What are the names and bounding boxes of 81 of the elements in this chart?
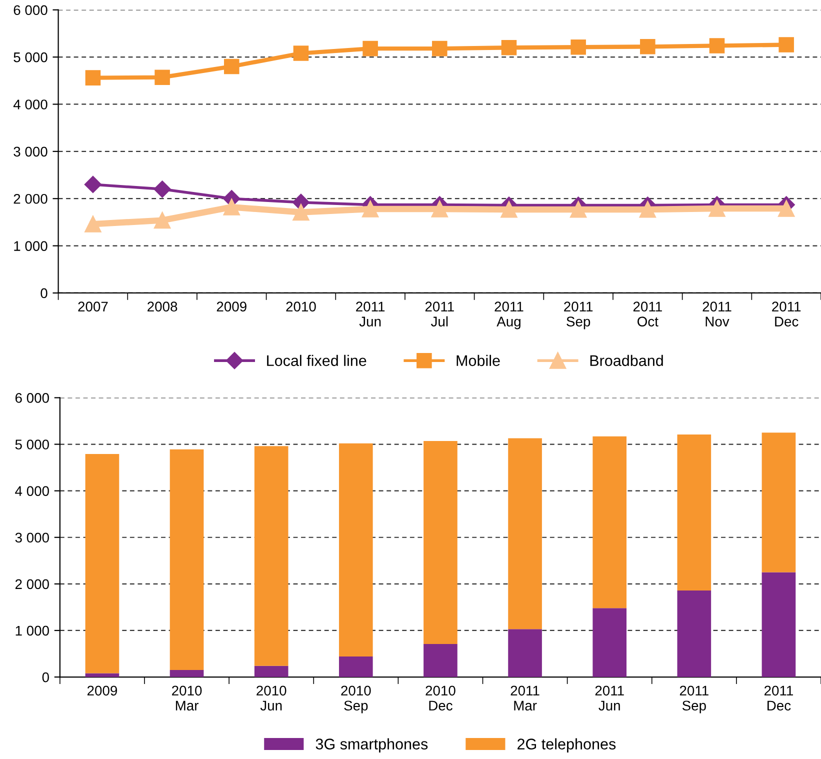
bar xyxy=(592,608,627,678)
y-tick-label: 4 000 xyxy=(15,486,49,496)
y-tick-label: 0 xyxy=(40,288,48,298)
x-tick-label: 2011 Mar xyxy=(510,686,540,711)
y-tick-label: 1 000 xyxy=(16,626,49,636)
point xyxy=(431,200,448,218)
bar xyxy=(170,449,204,670)
bar xyxy=(254,666,288,678)
point xyxy=(708,200,726,217)
y-tick-label: 5 000 xyxy=(15,440,49,450)
bar xyxy=(338,443,373,657)
bar xyxy=(508,629,542,678)
bar xyxy=(677,590,712,678)
point xyxy=(224,58,240,74)
point xyxy=(570,40,586,55)
point xyxy=(154,70,170,85)
point xyxy=(362,40,378,56)
x-tick-label: 2011 Jun xyxy=(356,302,385,326)
x-tick-label: 2010 Sep xyxy=(341,686,371,714)
point xyxy=(84,216,102,232)
y-tick-label: 2 000 xyxy=(14,194,48,204)
point xyxy=(500,201,518,218)
point xyxy=(501,40,517,56)
bar xyxy=(677,434,712,590)
bar xyxy=(762,432,796,572)
x-tick-label: 2008 xyxy=(148,302,178,312)
point xyxy=(362,200,379,218)
y-tick-label: 3 000 xyxy=(14,146,48,157)
bar xyxy=(508,438,542,630)
bar xyxy=(85,454,120,674)
legend-label: 3G smartphones xyxy=(316,738,428,753)
y-tick-label: 1 000 xyxy=(14,241,48,251)
y-tick-label: 0 xyxy=(42,672,49,682)
y-tick-label: 3 000 xyxy=(15,532,49,543)
y-tick-label: 6 000 xyxy=(15,393,49,403)
x-tick-label: 2011 Jun xyxy=(595,686,624,711)
bar xyxy=(170,670,204,678)
point xyxy=(432,40,448,56)
x-tick-label: 2011 Dec xyxy=(764,686,793,711)
x-tick-label: 2011 Sep xyxy=(564,302,593,330)
y-tick-label: 4 000 xyxy=(13,100,48,110)
x-tick-label: 2009 xyxy=(216,302,246,312)
y-tick-label: 5 000 xyxy=(14,52,48,62)
y-tick-label: 6 000 xyxy=(14,5,48,16)
bar xyxy=(254,446,288,666)
x-tick-label: 2011 Sep xyxy=(680,686,708,714)
x-tick-label: 2010 Mar xyxy=(172,686,202,711)
x-tick-label: 2010 Jun xyxy=(256,686,286,711)
point xyxy=(292,204,310,221)
point xyxy=(154,180,171,198)
legend-label: Broadband xyxy=(590,354,663,366)
bar xyxy=(424,644,458,678)
legend-label: Mobile xyxy=(456,354,500,366)
x-tick-label: 2011 Oct xyxy=(633,302,662,326)
point xyxy=(778,37,794,52)
bar xyxy=(85,673,120,678)
bar xyxy=(424,441,458,644)
bar xyxy=(762,572,796,678)
x-tick-label: 2011 Nov xyxy=(702,302,732,326)
point xyxy=(570,201,587,218)
point xyxy=(709,38,725,54)
bar xyxy=(338,656,373,678)
x-tick-label: 2011 Aug xyxy=(494,302,524,330)
point xyxy=(223,198,240,216)
point xyxy=(154,212,171,229)
x-tick-label: 2010 Dec xyxy=(426,686,456,711)
x-tick-label: 2007 xyxy=(78,302,108,312)
point xyxy=(85,70,101,86)
x-tick-label: 2011 Jul xyxy=(425,302,454,326)
point xyxy=(639,201,656,218)
x-tick-label: 2009 xyxy=(87,686,118,696)
legend-label: 2G telephones xyxy=(518,738,616,753)
point xyxy=(293,46,309,61)
y-tick-label: 2 000 xyxy=(15,579,49,590)
point xyxy=(778,200,795,217)
point xyxy=(84,176,102,193)
legend-label: Local fixed line xyxy=(267,354,366,366)
x-tick-label: 2010 xyxy=(286,302,316,312)
x-tick-label: 2011 Dec xyxy=(772,302,801,326)
point xyxy=(640,39,656,54)
bar xyxy=(592,436,627,608)
